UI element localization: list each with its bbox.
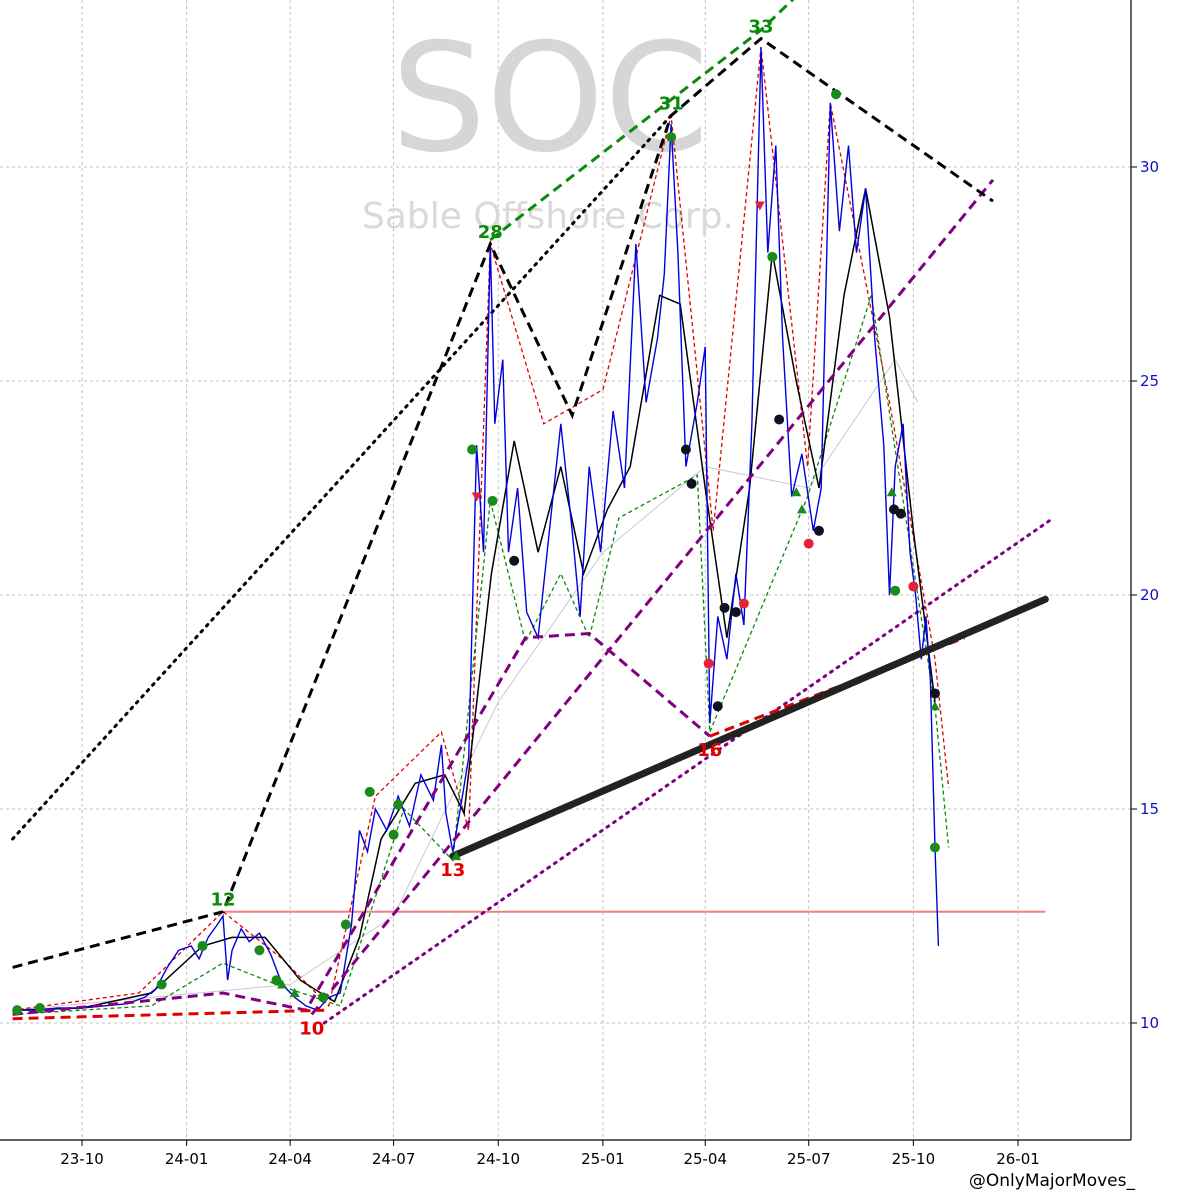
marker-dot-41 xyxy=(929,842,940,853)
marker-dot-27 xyxy=(767,251,778,262)
marker-dot-22 xyxy=(712,701,723,712)
x-tick-label-24-01: 24-01 xyxy=(165,1150,209,1168)
x-tick-label-23-10: 23-10 xyxy=(60,1150,104,1168)
marker-dot-24 xyxy=(730,607,741,618)
black-dashed-trendline xyxy=(12,36,994,969)
purple-dashed-channel xyxy=(310,178,995,1016)
marker-triangle-30 xyxy=(796,504,807,514)
marker-dot-8 xyxy=(318,992,329,1003)
marker-triangle-26 xyxy=(754,201,765,211)
marker-dot-5 xyxy=(271,975,282,986)
watermark: SOC Sable Offshore Corp. xyxy=(362,12,734,237)
marker-dot-31 xyxy=(803,538,814,549)
axes: 23-10 24-01 24-04 24-07 24-10 25-01 25-04 25-07… xyxy=(0,0,1159,1168)
marker-dot-2 xyxy=(156,979,167,990)
marker-dot-11 xyxy=(388,829,399,840)
marker-dot-10 xyxy=(364,786,375,797)
black-dotted-trendline xyxy=(11,114,673,841)
zigzag-low-line xyxy=(12,295,950,1016)
x-tick-label-26-01: 26-01 xyxy=(996,1150,1040,1168)
pivot-label-28: 28 xyxy=(478,222,503,243)
pivot-label-33: 33 xyxy=(748,17,773,38)
marker-triangle-40 xyxy=(929,701,940,711)
marker-dot-32 xyxy=(813,525,824,536)
marker-dot-12 xyxy=(393,799,404,810)
marker-dot-18 xyxy=(666,132,677,143)
x-tick-label-25-04: 25-04 xyxy=(683,1150,727,1168)
y-tick-label-15: 15 xyxy=(1140,800,1159,818)
purple-dashed-pivot-line xyxy=(12,631,711,1016)
marker-triangle-6 xyxy=(277,979,288,989)
marker-dot-28 xyxy=(774,414,785,425)
marker-triangle-13 xyxy=(451,851,462,861)
marker-dot-25 xyxy=(738,598,749,609)
marker-dot-21 xyxy=(703,658,714,669)
marker-triangle-34 xyxy=(886,487,897,497)
pivot-label-10: 10 xyxy=(299,1018,324,1039)
marker-dot-23 xyxy=(719,602,730,613)
zigzag-high-line xyxy=(12,47,950,1011)
fast-moving-average-line xyxy=(12,188,936,1011)
price-line xyxy=(12,47,940,1012)
y-tick-label-10: 10 xyxy=(1140,1014,1159,1032)
marker-dot-39 xyxy=(929,688,940,699)
purple-dotted-channel xyxy=(322,516,1055,1025)
plot-area: 12 28 31 33 10 13 16 xyxy=(11,0,1055,1039)
marker-dot-14 xyxy=(467,444,478,455)
marker-dot-17 xyxy=(509,555,520,566)
y-tick-label-25: 25 xyxy=(1140,372,1159,390)
major-support-line xyxy=(449,595,1049,860)
pivot-label-12: 12 xyxy=(210,890,235,911)
marker-triangle-7 xyxy=(289,988,300,998)
marker-dot-33 xyxy=(831,89,842,100)
marker-dot-19 xyxy=(680,444,691,455)
marker-triangle-29 xyxy=(791,487,802,497)
pivot-label-31: 31 xyxy=(659,94,684,115)
marker-dot-16 xyxy=(487,495,498,506)
slow-moving-average-line xyxy=(12,358,919,1011)
watermark-company-name: Sable Offshore Corp. xyxy=(362,196,734,237)
red-dashed-base-line xyxy=(12,1008,325,1021)
pivot-label-16: 16 xyxy=(697,740,722,761)
marker-dot-38 xyxy=(908,581,919,592)
x-tick-label-24-04: 24-04 xyxy=(268,1150,312,1168)
x-tick-label-25-10: 25-10 xyxy=(892,1150,936,1168)
y-tick-label-20: 20 xyxy=(1140,586,1159,604)
x-tick-label-24-10: 24-10 xyxy=(476,1150,520,1168)
green-dashed-top-line xyxy=(489,0,795,241)
y-tick-label-30: 30 xyxy=(1140,158,1159,176)
pivot-label-13: 13 xyxy=(440,860,465,881)
credit-label: @OnlyMajorMoves_ xyxy=(969,1171,1136,1191)
x-tick-label-25-01: 25-01 xyxy=(581,1150,625,1168)
marker-dot-3 xyxy=(197,940,208,951)
marker-dot-36 xyxy=(895,508,906,519)
marker-dot-9 xyxy=(340,919,351,930)
x-tick-label-25-07: 25-07 xyxy=(787,1150,831,1168)
marker-triangle-15 xyxy=(471,492,482,502)
marker-dot-0 xyxy=(12,1005,23,1016)
marker-dot-37 xyxy=(890,585,901,596)
marker-dot-4 xyxy=(254,945,265,956)
x-tick-label-24-07: 24-07 xyxy=(372,1150,416,1168)
marker-dot-20 xyxy=(686,478,697,489)
marker-dot-1 xyxy=(34,1003,45,1014)
